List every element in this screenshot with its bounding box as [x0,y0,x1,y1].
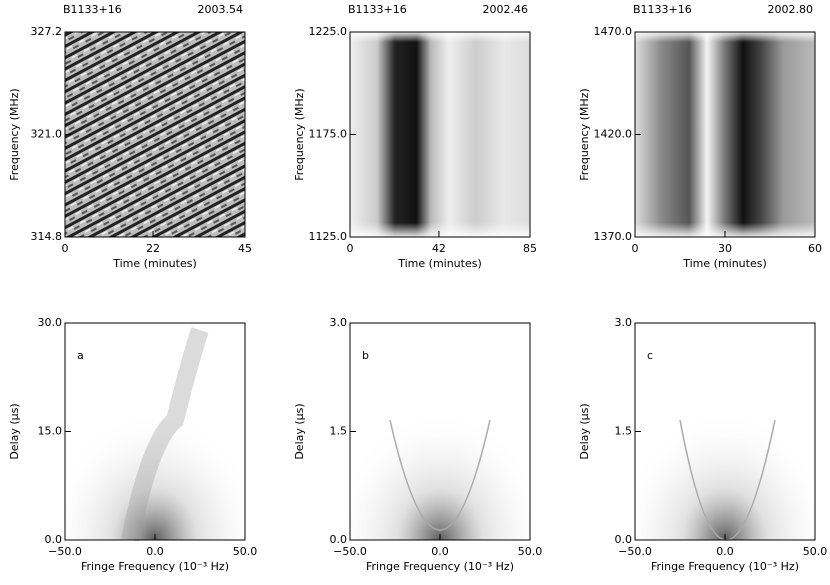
y-tick-label: 0.0 [45,533,63,546]
x-axis-label: Fringe Frequency (10⁻³ Hz) [651,560,799,573]
panel-subtitle: 2002.46 [483,3,529,16]
y-tick-label: 1175.0 [309,128,348,141]
y-tick-label: 1125.0 [309,230,348,243]
edge-fade [635,32,815,237]
secondary-spectrum [635,323,815,540]
y-tick-label: 0.0 [615,533,633,546]
y-axis-label: Delay (μs) [293,403,306,459]
x-tick-label: 0 [632,242,639,255]
y-axis-label: Delay (μs) [578,403,591,459]
x-tick-label: 0.0 [716,545,734,558]
x-tick-label: −50.0 [333,545,367,558]
panel-subtitle: 2003.54 [198,3,244,16]
y-tick-label: 1.5 [615,425,633,438]
edge-fade [350,32,530,237]
panel-title: B1133+16 [633,3,692,16]
y-axis-label: Frequency (MHz) [293,88,306,180]
images [65,32,815,542]
x-tick-label: 0 [347,242,354,255]
x-tick-label: −50.0 [48,545,82,558]
y-tick-label: 0.0 [330,533,348,546]
x-tick-label: 0.0 [146,545,164,558]
panel-subtitle: 2002.80 [768,3,814,16]
x-tick-label: 50.0 [803,545,828,558]
y-tick-label: 15.0 [38,425,63,438]
y-axis-label: Delay (μs) [8,403,21,459]
x-tick-label: 85 [523,242,537,255]
x-tick-label: −50.0 [618,545,652,558]
secondary-spectrum [65,323,245,540]
x-axis-label: Time (minutes) [682,257,767,270]
y-tick-label: 1470.0 [594,25,633,38]
y-tick-label: 327.2 [31,25,63,38]
y-tick-label: 1370.0 [594,230,633,243]
dynamic-spectrum [65,32,245,237]
y-tick-label: 1.5 [330,425,348,438]
x-tick-label: 0 [62,242,69,255]
x-tick-label: 50.0 [233,545,258,558]
x-axis-label: Time (minutes) [397,257,482,270]
y-axis-label: Frequency (MHz) [578,88,591,180]
panel-letter: a [77,349,84,362]
secondary-spectrum [350,323,530,540]
panel-letter: c [647,349,653,362]
x-tick-label: 22 [146,242,160,255]
x-tick-label: 0.0 [431,545,449,558]
arc [389,419,491,531]
y-tick-label: 321.0 [31,128,63,141]
x-tick-label: 50.0 [518,545,543,558]
x-tick-label: 30 [718,242,732,255]
x-axis-label: Time (minutes) [112,257,197,270]
y-tick-label: 30.0 [38,316,63,329]
x-tick-label: 42 [432,242,446,255]
y-tick-label: 314.8 [31,230,63,243]
x-axis-label: Fringe Frequency (10⁻³ Hz) [366,560,514,573]
panel-title: B1133+16 [348,3,407,16]
x-tick-label: 45 [238,242,252,255]
y-axis-label: Frequency (MHz) [8,88,21,180]
panel-title: B1133+16 [63,3,122,16]
arc [121,327,209,542]
y-tick-label: 1225.0 [309,25,348,38]
y-tick-label: 1420.0 [594,128,633,141]
y-tick-label: 3.0 [330,316,348,329]
x-tick-label: 60 [808,242,822,255]
panel-letter: b [362,349,369,362]
y-tick-label: 3.0 [615,316,633,329]
x-axis-label: Fringe Frequency (10⁻³ Hz) [81,560,229,573]
